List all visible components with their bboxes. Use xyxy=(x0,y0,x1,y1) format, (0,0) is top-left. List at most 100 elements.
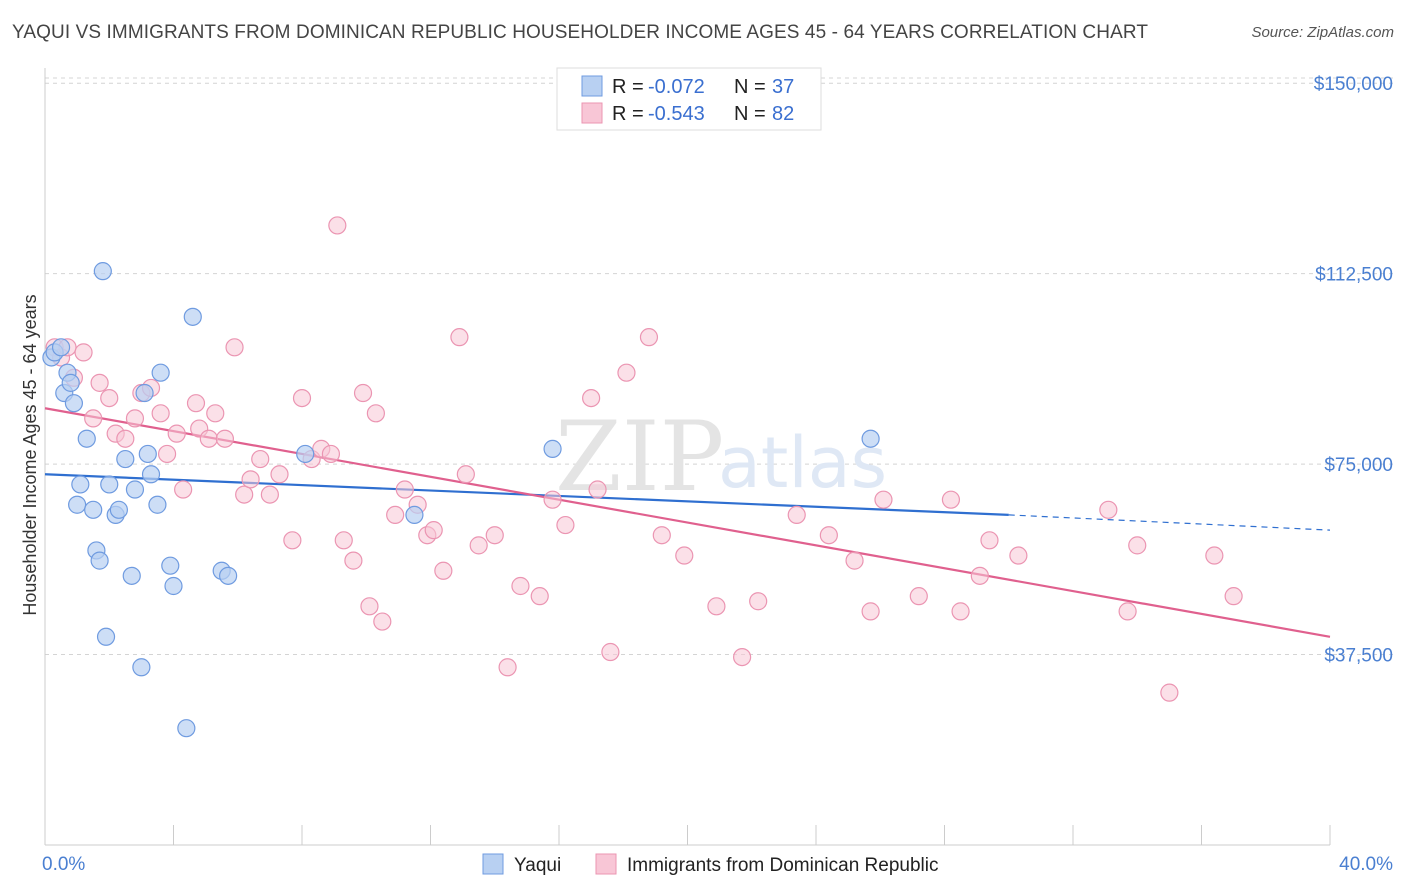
point-dominican xyxy=(151,404,170,423)
legend-r-label-dominican: R = xyxy=(612,103,644,125)
point-dominican xyxy=(819,526,838,545)
legend-n-label-yaqui: N = xyxy=(734,76,766,98)
legend-swatch-yaqui xyxy=(581,75,603,97)
point-dominican xyxy=(652,526,671,545)
point-dominican xyxy=(617,363,636,382)
point-dominican xyxy=(861,602,880,621)
bottom-legend: Yaqui Immigrants from Dominican Republic xyxy=(482,853,939,876)
point-yaqui xyxy=(100,475,119,494)
legend-swatch-dominican xyxy=(581,102,603,124)
point-dominican xyxy=(787,505,806,525)
point-dominican xyxy=(845,551,864,570)
point-yaqui xyxy=(125,480,145,499)
point-dominican xyxy=(373,612,392,631)
point-yaqui xyxy=(296,444,315,464)
trend-lines xyxy=(44,407,1331,638)
point-yaqui xyxy=(93,262,112,281)
point-dominican xyxy=(424,521,443,540)
point-dominican xyxy=(749,592,768,611)
point-dominican xyxy=(530,587,549,606)
y-tick-label: $37,500 xyxy=(1324,646,1393,667)
point-dominican xyxy=(283,531,302,550)
point-dominican xyxy=(469,536,488,555)
point-yaqui xyxy=(161,556,180,575)
point-dominican xyxy=(951,602,970,621)
point-yaqui xyxy=(177,719,196,738)
point-yaqui xyxy=(151,363,170,382)
point-yaqui xyxy=(77,429,96,448)
chart-title: YAQUI VS IMMIGRANTS FROM DOMINICAN REPUB… xyxy=(12,22,1149,43)
point-dominican xyxy=(941,490,961,509)
point-yaqui xyxy=(135,383,154,403)
point-dominican xyxy=(980,531,999,550)
point-dominican xyxy=(84,409,103,428)
chart-source: Source: ZipAtlas.com xyxy=(1251,24,1394,41)
point-yaqui xyxy=(543,439,562,458)
point-dominican xyxy=(434,561,453,580)
trend-line-dominican xyxy=(44,407,1331,638)
point-dominican xyxy=(874,490,893,509)
y-tick-label: $75,000 xyxy=(1324,455,1393,476)
point-yaqui xyxy=(96,627,116,646)
bottom-legend-dominican: Immigrants from Dominican Republic xyxy=(627,855,939,876)
legend-r-yaqui: -0.072 xyxy=(648,76,705,98)
legend-box: R = -0.072 N = 37 R = -0.543 N = 82 xyxy=(556,67,822,131)
legend-r-dominican: -0.543 xyxy=(648,103,705,125)
point-dominican xyxy=(1160,683,1179,702)
point-dominican xyxy=(386,505,405,525)
point-yaqui xyxy=(84,500,103,519)
dominican-points xyxy=(45,216,1243,702)
point-dominican xyxy=(292,388,312,408)
point-dominican xyxy=(707,597,726,616)
point-dominican xyxy=(1118,602,1137,621)
point-dominican xyxy=(215,429,234,448)
point-yaqui xyxy=(68,495,87,514)
point-dominican xyxy=(90,373,109,392)
x-tick-max: 40.0% xyxy=(1339,854,1393,875)
point-yaqui xyxy=(148,495,167,514)
point-dominican xyxy=(186,394,206,413)
gridlines xyxy=(45,77,1393,656)
point-dominican xyxy=(366,404,385,423)
point-dominican xyxy=(639,328,659,347)
point-yaqui xyxy=(141,465,161,484)
point-yaqui xyxy=(90,551,109,570)
point-dominican xyxy=(260,485,279,504)
bottom-legend-swatch-yaqui xyxy=(482,853,504,875)
point-yaqui xyxy=(405,505,424,525)
point-dominican xyxy=(1205,546,1224,565)
point-dominican xyxy=(321,444,341,464)
point-yaqui xyxy=(64,394,84,413)
point-dominican xyxy=(174,480,193,499)
point-dominican xyxy=(241,470,260,489)
point-dominican xyxy=(675,546,694,565)
point-dominican xyxy=(328,216,347,235)
point-yaqui xyxy=(132,658,151,677)
legend-n-dominican: 82 xyxy=(772,103,794,125)
point-yaqui xyxy=(109,500,128,519)
point-dominican xyxy=(157,444,177,464)
point-dominican xyxy=(206,404,225,423)
watermark-atlas: atlas xyxy=(718,422,887,504)
point-dominican xyxy=(511,576,530,596)
legend-r-label-yaqui: R = xyxy=(612,76,644,98)
point-dominican xyxy=(360,597,379,616)
point-yaqui xyxy=(71,475,90,494)
point-dominican xyxy=(74,343,93,362)
point-dominican xyxy=(125,409,145,428)
legend-n-yaqui: 37 xyxy=(772,76,794,98)
point-dominican xyxy=(116,429,135,448)
point-dominican xyxy=(235,485,254,504)
point-dominican xyxy=(100,388,119,408)
point-dominican xyxy=(1099,500,1118,519)
point-dominican xyxy=(601,642,620,662)
point-dominican xyxy=(225,338,244,357)
point-dominican xyxy=(556,515,575,535)
point-yaqui xyxy=(219,566,238,585)
point-yaqui xyxy=(51,338,71,357)
point-dominican xyxy=(582,388,601,408)
point-dominican xyxy=(199,429,218,448)
bottom-legend-swatch-dominican xyxy=(595,853,617,875)
point-dominican xyxy=(543,490,562,509)
